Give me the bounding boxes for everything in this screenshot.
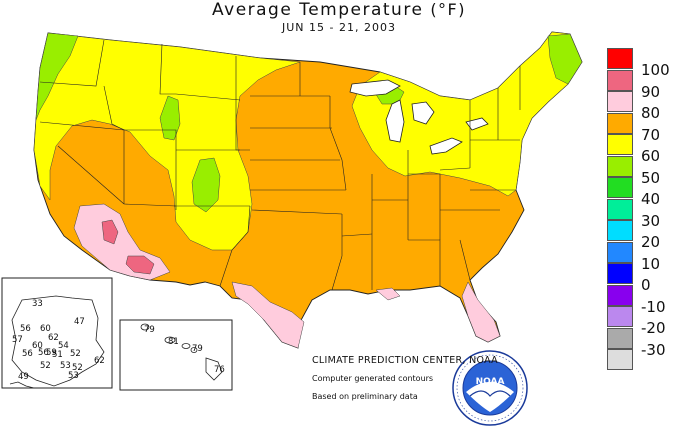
isotherm-50-new-england — [547, 33, 583, 85]
legend-swatch — [607, 220, 633, 241]
isotherm-90-mojave — [101, 219, 119, 245]
legend-label: 100 — [641, 61, 670, 79]
legend-row: 40 — [607, 177, 677, 208]
legend-row: 50 — [607, 155, 677, 187]
alaska-aleutians — [9, 381, 35, 389]
legend-swatch — [607, 327, 633, 349]
alaska-station-values: 33 47 56 60 62 57 60 54 56 56 59 51 62 5… — [12, 299, 105, 382]
isotherm-60-north — [33, 32, 301, 251]
legend-label: 10 — [641, 254, 661, 273]
legend-label: 80 — [641, 104, 661, 122]
noaa-logo-text: NOAA — [476, 377, 505, 387]
isotherm-60-northeast — [351, 31, 583, 197]
legend-row: -20 — [607, 306, 677, 337]
legend-row: -30 — [607, 327, 677, 359]
legend-row: 20 — [607, 220, 677, 251]
legend-label: 20 — [641, 233, 661, 251]
alaska-station: 51 — [52, 350, 63, 360]
hawaii-inset-frame — [119, 319, 233, 391]
map-subtitle: JUN 15 - 21, 2003 — [282, 21, 396, 34]
legend-row: 60 — [607, 134, 677, 165]
noaa-logo: NOAA — [452, 350, 528, 426]
credit-line-1: Computer generated contours — [312, 374, 434, 383]
alaska-station: 54 — [58, 341, 69, 351]
legend-label: 60 — [641, 147, 661, 165]
alaska-station: 52 — [40, 361, 51, 371]
alaska-station: 49 — [18, 372, 29, 382]
hawaii-station: 79 — [192, 344, 203, 354]
isotherm-90-arizona — [125, 255, 155, 275]
legend-label: 40 — [641, 190, 661, 208]
legend-label: 90 — [641, 82, 661, 101]
legend-row: 0 — [607, 263, 677, 294]
alaska-station: 60 — [40, 324, 51, 334]
legend-swatch — [607, 306, 633, 327]
legend-swatch — [607, 91, 633, 112]
legend-label: -30 — [641, 340, 666, 359]
map-title: Average Temperature (°F) — [212, 0, 466, 20]
legend-swatch — [607, 69, 633, 91]
alaska-station: 53 — [60, 361, 71, 371]
alaska-station: 52 — [70, 349, 81, 359]
alaska-station: 60 — [32, 341, 43, 351]
alaska-station: 56 — [20, 324, 31, 334]
legend-swatch — [607, 263, 633, 284]
credit-line-2: Based on preliminary data — [312, 392, 418, 401]
alaska-station: 33 — [32, 299, 43, 309]
alaska-outline — [11, 295, 105, 387]
temperature-legend: 100 90 80 70 60 50 40 30 20 10 0 -10 -20 -30 — [607, 48, 677, 371]
legend-label: -20 — [641, 319, 666, 337]
alaska-station: 59 — [46, 348, 57, 358]
legend-label: 50 — [641, 168, 661, 187]
legend-row: 70 — [607, 112, 677, 144]
credit-center: CLIMATE PREDICTION CENTER, NOAA — [312, 355, 498, 366]
legend-swatch — [607, 112, 633, 134]
legend-label: 0 — [641, 276, 651, 294]
legend-label: 30 — [641, 211, 661, 230]
great-lakes — [349, 79, 489, 155]
legend-swatch — [607, 198, 633, 220]
isotherm-80-texas — [231, 281, 305, 349]
legend-row — [607, 349, 677, 371]
legend-row: 30 — [607, 198, 677, 230]
alaska-station: 53 — [68, 371, 79, 381]
legend-swatch — [607, 241, 633, 263]
hawaii-station: 81 — [168, 337, 179, 347]
legend-row: 90 — [607, 69, 677, 101]
isotherm-50-montana — [159, 95, 181, 141]
legend-row: 100 — [607, 48, 677, 79]
alaska-station: 52 — [72, 363, 83, 373]
legend-swatch — [607, 284, 633, 306]
legend-swatch — [607, 134, 633, 155]
legend-label: -10 — [641, 297, 666, 316]
legend-row: 80 — [607, 91, 677, 122]
alaska-station: 56 — [22, 349, 33, 359]
hawaii-islands — [140, 323, 223, 381]
alaska-station: 56 — [38, 348, 49, 358]
legend-row: -10 — [607, 284, 677, 316]
alaska-station: 57 — [12, 335, 23, 345]
legend-label: 70 — [641, 125, 661, 144]
hawaii-station: 76 — [214, 365, 225, 375]
alaska-station: 47 — [74, 317, 85, 327]
legend-swatch — [607, 48, 633, 69]
hawaii-station: 79 — [144, 325, 155, 335]
isotherm-50-pacific-nw — [35, 32, 79, 121]
legend-swatch — [607, 155, 633, 177]
isotherm-80-florida — [461, 281, 501, 343]
isotherm-80-gulf — [375, 287, 401, 301]
state-borders — [39, 39, 521, 291]
legend-swatch — [607, 177, 633, 198]
alaska-station: 62 — [94, 356, 105, 366]
legend-swatch — [607, 349, 633, 370]
alaska-station: 62 — [48, 333, 59, 343]
hawaii-station-values: 79 81 79 76 — [144, 325, 225, 375]
legend-row: 10 — [607, 241, 677, 273]
